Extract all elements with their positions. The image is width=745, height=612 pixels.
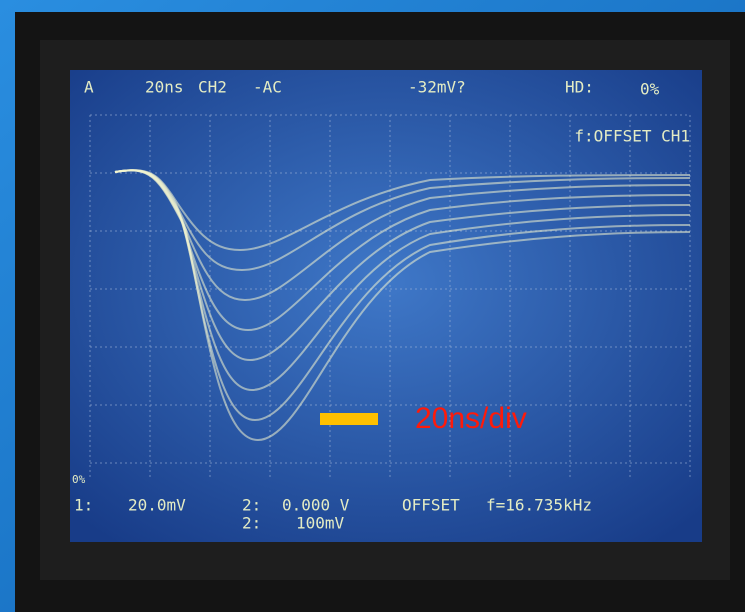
readout: HD: xyxy=(565,78,594,97)
readout: f:OFFSET CH1 xyxy=(574,127,690,146)
readout: 0% xyxy=(640,80,660,99)
readout: 2: xyxy=(242,514,261,533)
readout: CH2 xyxy=(198,78,227,97)
page: A 20ns CH2 -AC -32mV? HD: 0% f:OFFSET CH… xyxy=(0,0,745,612)
readout: 0.000 V xyxy=(282,496,350,515)
readout: 100mV xyxy=(296,514,345,533)
photo: A 20ns CH2 -AC -32mV? HD: 0% f:OFFSET CH… xyxy=(0,0,745,612)
readout: 20ns xyxy=(145,78,184,97)
readout: 20.0mV xyxy=(128,496,186,515)
readout: -32mV? xyxy=(408,78,466,97)
readout: A xyxy=(84,78,94,97)
readout: 2: xyxy=(242,496,261,515)
readout: OFFSET xyxy=(402,496,460,515)
readout: -AC xyxy=(253,78,282,97)
readout: 0% xyxy=(72,473,86,486)
readout: f=16.735kHz xyxy=(486,496,592,515)
scale-bar xyxy=(320,413,378,425)
annotation: 20ns/div xyxy=(415,402,527,435)
readout: 1: xyxy=(74,496,93,515)
